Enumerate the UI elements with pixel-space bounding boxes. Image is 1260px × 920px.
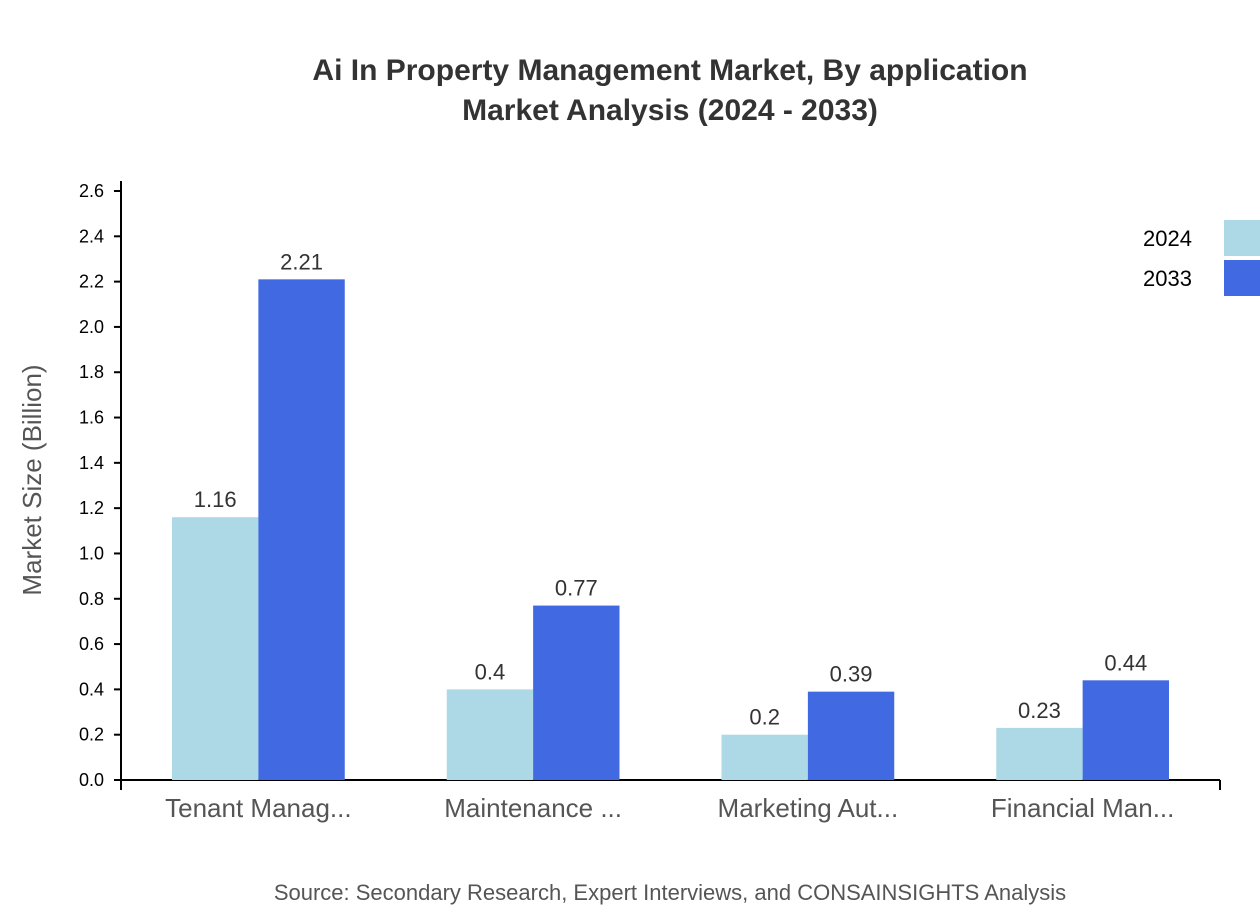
y-tick-label: 2.0 xyxy=(79,317,104,337)
y-tick-label: 1.6 xyxy=(79,408,104,428)
y-tick-label: 0.2 xyxy=(79,725,104,745)
source-note: Source: Secondary Research, Expert Inter… xyxy=(274,880,1066,905)
x-tick-label: Tenant Manag... xyxy=(165,793,351,823)
y-tick-label: 1.2 xyxy=(79,498,104,518)
data-label: 1.16 xyxy=(194,487,237,512)
y-tick-label: 0.6 xyxy=(79,634,104,654)
bar-2033 xyxy=(807,691,895,780)
y-tick-label: 2.4 xyxy=(79,226,104,246)
bar-2024 xyxy=(996,727,1083,780)
y-axis-label: Market Size (Billion) xyxy=(17,364,47,595)
chart-title: Ai In Property Management Market, By app… xyxy=(312,54,1027,87)
data-label: 0.23 xyxy=(1018,698,1061,723)
y-tick-label: 0.8 xyxy=(79,589,104,609)
x-tick-label: Maintenance ... xyxy=(444,793,622,823)
bar-2033 xyxy=(258,279,345,780)
legend-label: 2033 xyxy=(1143,266,1192,291)
y-tick-label: 0.0 xyxy=(79,770,104,790)
data-label: 0.39 xyxy=(830,662,873,687)
bar-2024 xyxy=(721,734,808,780)
y-tick-label: 1.4 xyxy=(79,453,104,473)
data-label: 0.77 xyxy=(555,576,598,601)
y-tick-label: 2.2 xyxy=(79,272,104,292)
legend-swatch-2024 xyxy=(1224,220,1260,256)
y-tick-label: 0.4 xyxy=(79,679,104,699)
bar-2033 xyxy=(1082,680,1169,780)
data-label: 0.4 xyxy=(475,659,506,684)
y-tick-label: 2.6 xyxy=(79,181,104,201)
legend-swatch-2033 xyxy=(1224,260,1260,296)
chart-subtitle: Market Analysis (2024 - 2033) xyxy=(462,94,878,127)
x-tick-label: Marketing Aut... xyxy=(718,793,899,823)
legend-label: 2024 xyxy=(1143,226,1192,251)
bar-2024 xyxy=(172,517,259,780)
bar-2033 xyxy=(533,605,620,780)
y-tick-label: 1.0 xyxy=(79,543,104,563)
data-label: 0.44 xyxy=(1104,650,1147,675)
x-tick-label: Financial Man... xyxy=(991,793,1175,823)
y-tick-label: 1.8 xyxy=(79,362,104,382)
data-label: 0.2 xyxy=(749,705,780,730)
data-label: 2.21 xyxy=(280,249,323,274)
bar-2024 xyxy=(446,689,534,780)
